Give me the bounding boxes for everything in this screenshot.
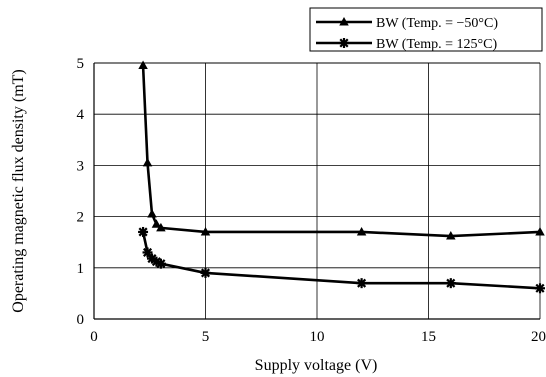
data-point <box>356 226 367 236</box>
data-point <box>138 226 149 237</box>
series-line <box>141 231 541 290</box>
data-point <box>151 219 162 228</box>
series-1 <box>138 226 545 294</box>
data-point <box>445 278 456 289</box>
data-point <box>535 226 545 236</box>
data-point <box>142 247 153 258</box>
y-tick-label: 3 <box>77 158 85 174</box>
series-line <box>141 65 541 238</box>
y-tick-label: 0 <box>77 312 85 328</box>
series-0 <box>138 60 545 240</box>
axes <box>93 62 540 320</box>
x-tick-labels: 0 5 10 15 20 <box>90 329 546 345</box>
legend-label: BW (Temp. = 125°C) <box>376 37 497 52</box>
x-tick-label: 0 <box>90 329 98 345</box>
data-point <box>200 267 211 278</box>
x-tick-label: 10 <box>310 329 325 345</box>
data-point <box>200 226 211 236</box>
x-axis-label: Supply voltage (V) <box>255 357 378 374</box>
y-tick-label: 5 <box>77 56 85 72</box>
data-point <box>535 283 545 294</box>
data-point <box>446 231 456 240</box>
y-tick-label: 4 <box>77 107 85 123</box>
data-point <box>147 209 157 218</box>
y-tick-label: 2 <box>77 210 85 226</box>
legend: BW (Temp. = −50°C) BW (Temp. = 125°C) <box>309 7 543 52</box>
x-tick-label: 5 <box>202 329 210 345</box>
legend-label: BW (Temp. = −50°C) <box>376 16 498 31</box>
data-point <box>156 222 166 232</box>
y-axis-label: Operating magnetic flux density (mT) <box>10 69 27 312</box>
y-tick-label: 1 <box>77 261 85 277</box>
data-point <box>155 258 166 269</box>
data-point <box>138 60 148 70</box>
legend-marker <box>339 17 349 26</box>
y-tick-labels: 0 1 2 3 4 5 <box>77 56 85 328</box>
x-tick-label: 15 <box>421 329 436 345</box>
legend-marker <box>339 38 349 48</box>
x-tick-label: 20 <box>531 329 546 345</box>
series-layer <box>138 60 545 294</box>
data-point <box>356 278 367 289</box>
data-point <box>142 157 153 167</box>
